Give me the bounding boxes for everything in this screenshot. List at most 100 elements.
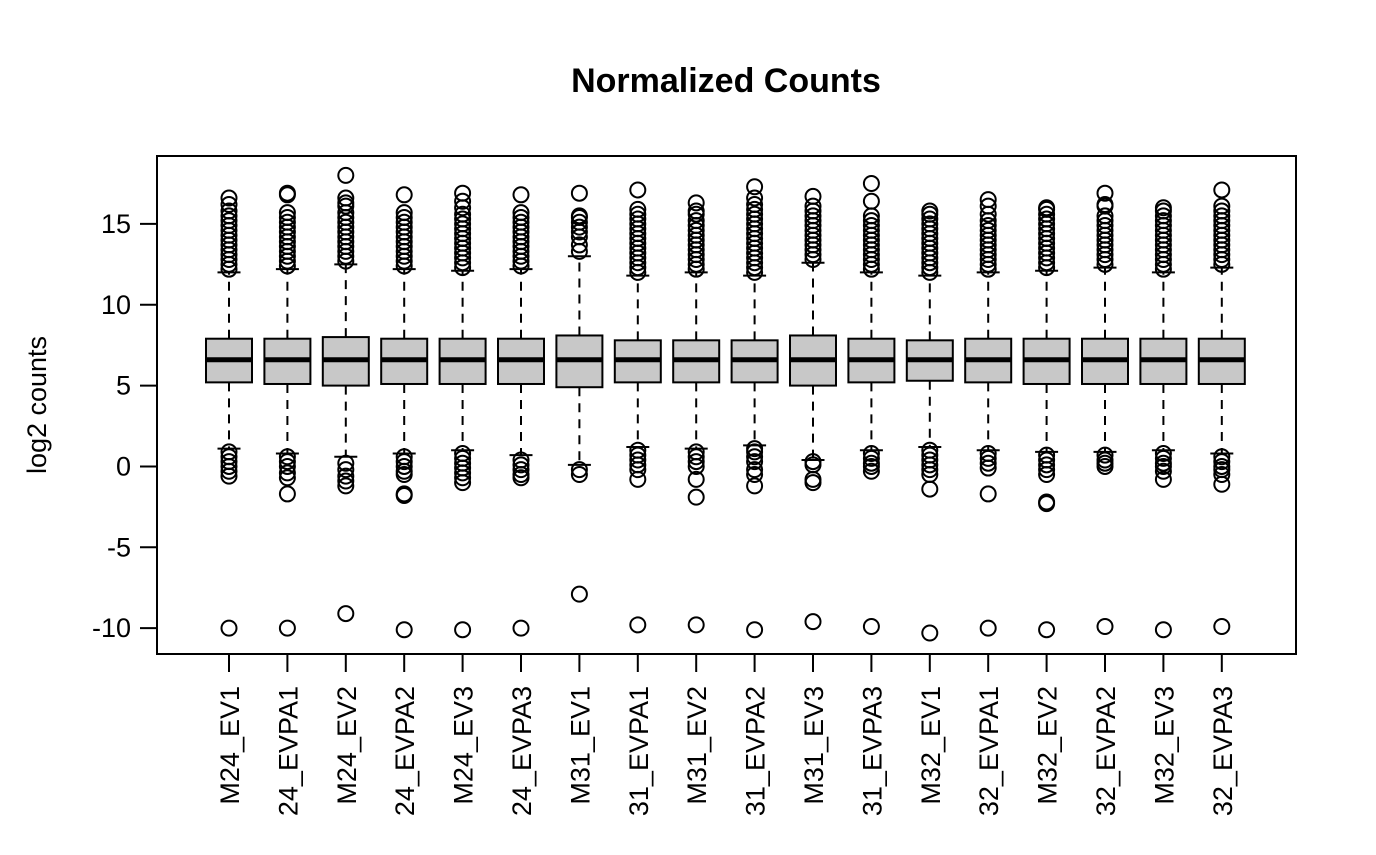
outlier-point xyxy=(1154,207,1172,225)
outlier-point xyxy=(278,184,296,202)
x-tick-label: M32_EV1 xyxy=(916,686,946,805)
outlier-point xyxy=(979,454,997,472)
box-group xyxy=(672,194,721,634)
outlier-point xyxy=(862,192,880,210)
outlier-point xyxy=(278,469,296,487)
outlier-point xyxy=(220,189,238,207)
outlier-point xyxy=(746,443,764,461)
outlier-point xyxy=(921,215,939,233)
box-group xyxy=(205,189,253,637)
outlier-point xyxy=(1038,199,1056,217)
outlier-point xyxy=(1213,197,1231,215)
outlier-point xyxy=(804,207,822,225)
outlier-point xyxy=(337,472,355,490)
outlier-point xyxy=(512,204,530,222)
outlier-point xyxy=(862,449,880,467)
outlier-point xyxy=(454,205,472,223)
outlier-point xyxy=(862,462,880,480)
plot-frame xyxy=(156,155,1297,655)
outlier-point xyxy=(278,619,296,637)
outlier-point xyxy=(979,619,997,637)
box-group xyxy=(438,184,487,639)
outlier-point xyxy=(687,202,705,220)
outlier-point xyxy=(1213,475,1231,493)
outlier-point xyxy=(1154,445,1172,463)
outlier-point xyxy=(570,236,588,254)
outlier-point xyxy=(804,197,822,215)
x-tick-label: M24_EV1 xyxy=(215,686,245,805)
outlier-point xyxy=(629,451,647,469)
outlier-point xyxy=(454,474,472,492)
outlier-point xyxy=(278,457,296,475)
outlier-point xyxy=(512,461,530,479)
x-tick-label: 31_EVPA3 xyxy=(857,686,887,816)
x-tick-label: M24_EV3 xyxy=(449,686,479,805)
box-group xyxy=(847,174,896,636)
outlier-point xyxy=(512,456,530,474)
box-group xyxy=(1139,199,1188,639)
box-group xyxy=(321,166,370,623)
outlier-point xyxy=(512,469,530,487)
x-tick-label: 31_EVPA2 xyxy=(741,686,771,816)
outlier-point xyxy=(746,466,764,484)
outlier-point xyxy=(1038,466,1056,484)
outlier-point xyxy=(804,474,822,492)
box-group xyxy=(1022,199,1071,639)
outlier-point xyxy=(1038,456,1056,474)
box-group xyxy=(1081,184,1129,636)
outlier-point xyxy=(220,619,238,637)
outlier-point xyxy=(1096,457,1114,475)
x-axis: M24_EV1 24_EVPA1 M24_EV2 24_EVPA2 M24_EV3 24_… xyxy=(215,653,1238,816)
outlier-point xyxy=(1096,618,1114,636)
outlier-point xyxy=(278,448,296,466)
outlier-point xyxy=(1038,621,1056,639)
outlier-point xyxy=(629,205,647,223)
outlier-point xyxy=(395,453,413,471)
outlier-point xyxy=(512,619,530,637)
outlier-point xyxy=(278,204,296,222)
outlier-point xyxy=(629,200,647,218)
x-tick-label: M32_EV3 xyxy=(1149,686,1179,805)
outlier-point xyxy=(278,464,296,482)
x-tick-label: M32_EV2 xyxy=(1033,686,1063,805)
outlier-point xyxy=(454,469,472,487)
outlier-point xyxy=(629,616,647,634)
outlier-point xyxy=(1154,470,1172,488)
outlier-point xyxy=(687,453,705,471)
outlier-point xyxy=(337,213,355,231)
outlier-point xyxy=(1213,453,1231,471)
outlier-point xyxy=(570,218,588,236)
outlier-point xyxy=(395,457,413,475)
outlier-point xyxy=(220,202,238,220)
outlier-point xyxy=(1154,212,1172,230)
outlier-point xyxy=(454,621,472,639)
outlier-point xyxy=(921,480,939,498)
outlier-point xyxy=(337,467,355,485)
outlier-point xyxy=(278,485,296,503)
outlier-point xyxy=(1213,618,1231,636)
outlier-point xyxy=(979,197,997,215)
box-group xyxy=(263,184,312,637)
outlier-point xyxy=(278,208,296,226)
outlier-point xyxy=(746,461,764,479)
outlier-point xyxy=(1154,199,1172,217)
outlier-point xyxy=(1154,449,1172,467)
outlier-point xyxy=(220,196,238,214)
outlier-point xyxy=(746,178,764,196)
x-tick-label: M24_EV2 xyxy=(332,686,362,805)
x-tick-label: M31_EV3 xyxy=(799,686,829,805)
outlier-point xyxy=(1154,462,1172,480)
y-tick-label: 0 xyxy=(116,451,131,481)
outlier-point xyxy=(512,186,530,204)
outlier-point xyxy=(1096,446,1114,464)
y-tick-label: 5 xyxy=(116,371,131,401)
x-tick-label: 24_EVPA1 xyxy=(273,686,303,816)
outlier-point xyxy=(746,205,764,223)
outlier-point xyxy=(746,477,764,495)
outlier-point xyxy=(220,457,238,475)
y-axis-title: log2 counts xyxy=(22,336,52,474)
outlier-point xyxy=(746,196,764,214)
outlier-point xyxy=(278,453,296,471)
box-group xyxy=(555,184,604,603)
